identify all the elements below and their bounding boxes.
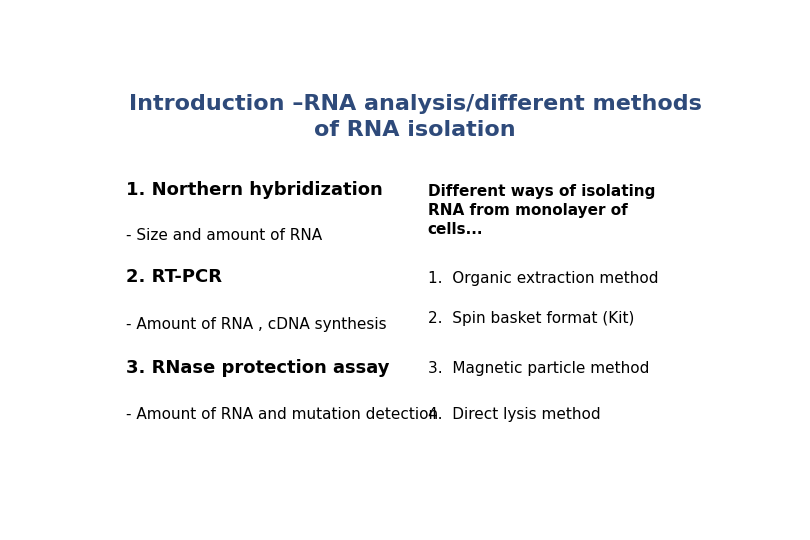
Text: 1. Northern hybridization: 1. Northern hybridization bbox=[126, 180, 383, 199]
Text: Introduction –RNA analysis/different methods
of RNA isolation: Introduction –RNA analysis/different met… bbox=[129, 94, 701, 140]
Text: 4.  Direct lysis method: 4. Direct lysis method bbox=[428, 407, 600, 422]
Text: 2. RT-PCR: 2. RT-PCR bbox=[126, 268, 223, 286]
Text: - Amount of RNA , cDNA synthesis: - Amount of RNA , cDNA synthesis bbox=[126, 317, 387, 332]
Text: 2.  Spin basket format (Kit): 2. Spin basket format (Kit) bbox=[428, 311, 634, 326]
Text: Different ways of isolating
RNA from monolayer of
cells...: Different ways of isolating RNA from mon… bbox=[428, 184, 655, 237]
Text: 3.  Magnetic particle method: 3. Magnetic particle method bbox=[428, 361, 649, 376]
Text: 1.  Organic extraction method: 1. Organic extraction method bbox=[428, 272, 659, 286]
Text: - Amount of RNA and mutation detection: - Amount of RNA and mutation detection bbox=[126, 407, 438, 422]
Text: 3. RNase protection assay: 3. RNase protection assay bbox=[126, 359, 390, 377]
Text: - Size and amount of RNA: - Size and amount of RNA bbox=[126, 228, 322, 243]
